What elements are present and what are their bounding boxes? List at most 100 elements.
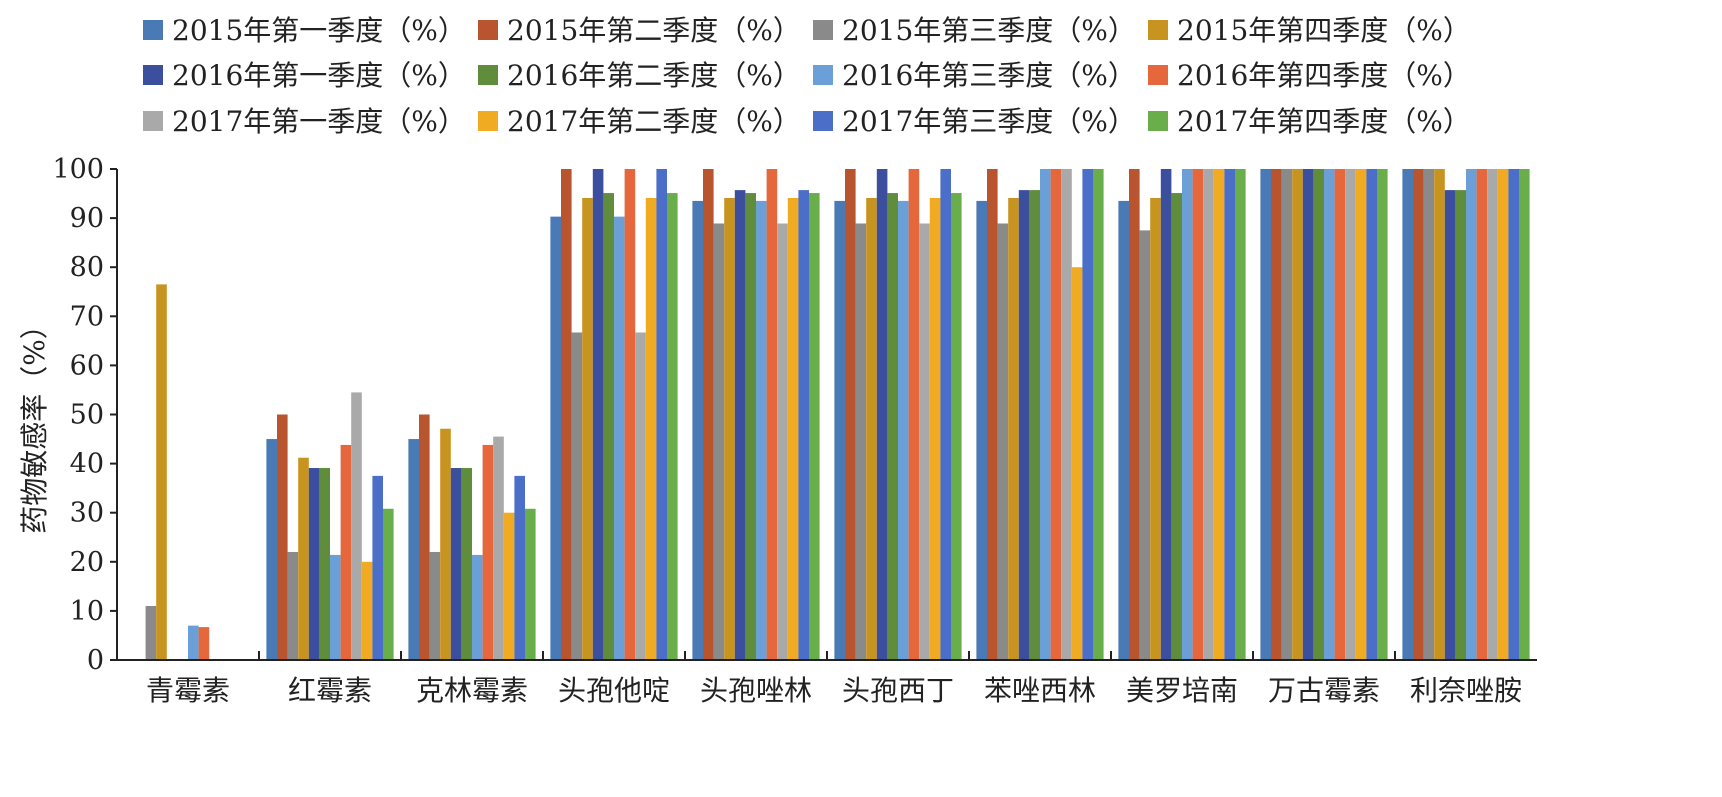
legend-swatch (813, 111, 833, 131)
bar-group (145, 284, 210, 660)
bar (361, 561, 373, 660)
bar (656, 169, 667, 660)
bar (188, 625, 199, 660)
y-tick-label: 70 (70, 301, 104, 332)
legend-item: 2016年第二季度（%） (478, 59, 801, 92)
bar (898, 200, 909, 660)
bar (440, 428, 451, 660)
legend-swatch (478, 20, 498, 40)
bar (1324, 169, 1335, 660)
legend-label: 2015年第一季度（%） (172, 14, 466, 47)
legend-swatch (478, 65, 498, 85)
bar-group (834, 169, 962, 660)
bar (330, 554, 341, 660)
bar (908, 169, 920, 660)
bar (635, 332, 646, 660)
bar (514, 475, 525, 661)
bar (1160, 169, 1172, 660)
legend-swatch (478, 111, 498, 131)
bar (1302, 169, 1314, 660)
bar (692, 200, 703, 660)
x-tick-label: 利奈唑胺 (1410, 674, 1522, 707)
bar (298, 457, 309, 660)
bar (1129, 169, 1140, 660)
bar (277, 414, 288, 660)
y-axis: 0 10 20 30 40 50 60 70 80 90 100 (52, 154, 118, 676)
y-tick-label: 40 (70, 449, 104, 480)
bars (145, 169, 1530, 661)
bar-group (1402, 169, 1530, 661)
y-tick-label: 30 (70, 498, 104, 529)
bar (503, 512, 515, 660)
bar (1466, 169, 1477, 660)
bar (1355, 169, 1367, 660)
bar (1182, 169, 1193, 660)
bar (1455, 190, 1466, 661)
bar (1281, 169, 1293, 660)
legend-item: 2017年第四季度（%） (1148, 105, 1471, 138)
bar (1260, 169, 1271, 660)
legend-label: 2016年第三季度（%） (842, 59, 1136, 92)
legend-item: 2016年第三季度（%） (813, 59, 1136, 92)
bar (1139, 230, 1151, 661)
bar (198, 627, 210, 660)
bar (1434, 169, 1445, 660)
legend-item: 2015年第四季度（%） (1148, 14, 1471, 47)
bar (976, 200, 987, 660)
bar (1040, 169, 1051, 660)
bar-group (976, 169, 1104, 661)
bar (756, 200, 767, 660)
bar (351, 392, 362, 660)
legend-item: 2015年第三季度（%） (813, 14, 1136, 47)
bar (1118, 200, 1129, 660)
bar (703, 169, 714, 660)
y-axis-title-group: 药物敏感率（%） (18, 311, 51, 534)
bar (1366, 169, 1377, 660)
bar (645, 197, 657, 660)
bar (1271, 169, 1282, 660)
bar (145, 605, 157, 660)
y-tick-label: 100 (52, 154, 104, 185)
y-tick-label: 90 (70, 203, 104, 234)
legend-label: 2017年第三季度（%） (842, 105, 1136, 138)
y-tick-label: 50 (70, 400, 104, 431)
bar (987, 169, 998, 660)
legend-item: 2015年第二季度（%） (478, 14, 801, 47)
legend-item: 2016年第四季度（%） (1148, 59, 1471, 92)
bar (745, 193, 756, 660)
bar (845, 169, 856, 660)
bar (834, 200, 845, 660)
bar (1082, 169, 1093, 660)
legend-swatch (1148, 20, 1168, 40)
bar (1444, 190, 1456, 661)
legend-swatch (1148, 65, 1168, 85)
x-tick-label: 头孢西丁 (842, 674, 954, 707)
bar (482, 444, 494, 660)
bar (734, 190, 746, 661)
bar (372, 475, 383, 661)
bar (1423, 169, 1435, 660)
bar (929, 197, 941, 660)
bar (887, 193, 898, 660)
x-tick-label: 美罗培南 (1126, 674, 1238, 707)
x-tick-label: 万古霉素 (1268, 674, 1380, 707)
bar (855, 223, 867, 660)
bar (592, 169, 604, 660)
bar (787, 197, 799, 660)
legend-item: 2017年第一季度（%） (143, 105, 466, 138)
bar (667, 193, 678, 660)
bar (919, 223, 930, 660)
x-tick-label: 克林霉素 (416, 674, 528, 707)
bar (266, 439, 277, 660)
legend-label: 2015年第三季度（%） (842, 14, 1136, 47)
bar (798, 190, 809, 661)
bar (561, 169, 572, 660)
bar (472, 554, 483, 660)
bar (340, 444, 352, 660)
legend-swatch (143, 20, 163, 40)
bar (1150, 197, 1161, 660)
legend-swatch (813, 65, 833, 85)
bar-group (550, 169, 678, 660)
